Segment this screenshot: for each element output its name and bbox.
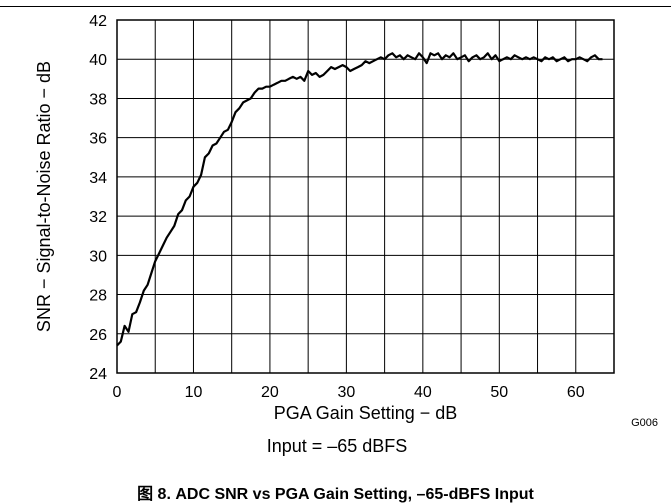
y-tick-label: 26 (89, 327, 107, 344)
y-tick-label: 38 (89, 91, 107, 108)
y-tick-label: 40 (89, 52, 107, 69)
x-tick-label: 10 (185, 384, 203, 401)
plot-frame (116, 19, 615, 374)
y-tick-label: 24 (89, 366, 107, 383)
y-tick-label: 42 (89, 13, 107, 30)
x-tick-label: 30 (337, 384, 355, 401)
x-tick-label: 40 (414, 384, 432, 401)
figure-caption: 图 8. ADC SNR vs PGA Gain Setting, –65-dB… (137, 486, 534, 503)
input-annotation: Input = –65 dBFS (267, 436, 408, 456)
y-tick-label: 30 (89, 248, 107, 265)
top-rule (0, 6, 671, 7)
x-tick-label: 0 (113, 384, 122, 401)
figure-id: G006 (631, 417, 658, 429)
x-axis-label: PGA Gain Setting − dB (274, 403, 458, 423)
y-tick-label: 36 (89, 131, 107, 148)
x-tick-label: 50 (490, 384, 508, 401)
y-axis-label: SNR − Signal-to-Noise Ratio − dB (34, 61, 54, 332)
y-tick-label: 34 (89, 170, 107, 187)
y-tick-label: 28 (89, 288, 107, 305)
snr-chart: 0 10 20 30 40 50 60 24 26 28 30 32 34 36 38 40 42 PGA G… (34, 13, 658, 456)
x-tick-label: 20 (261, 384, 279, 401)
x-tick-label: 60 (567, 384, 585, 401)
snr-series-line (116, 52, 603, 347)
y-tick-label: 32 (89, 209, 107, 226)
